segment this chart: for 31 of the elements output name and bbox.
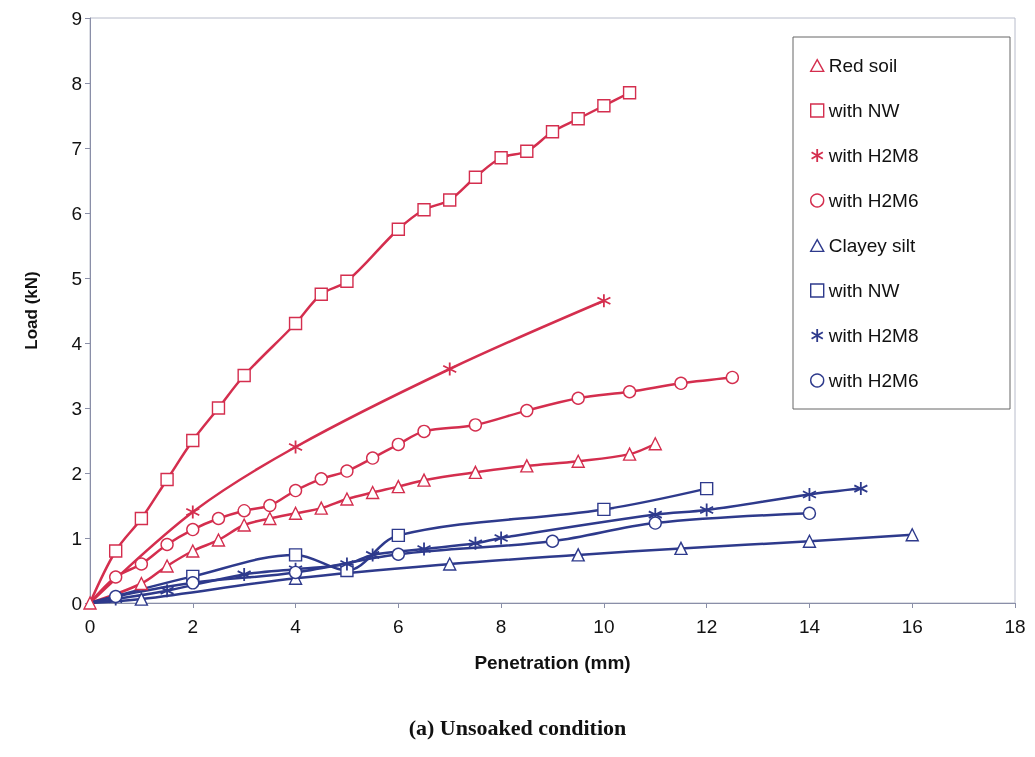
x-tick-label: 4 <box>290 616 302 637</box>
x-tick-label: 16 <box>901 616 923 637</box>
x-tick-label: 0 <box>84 616 96 637</box>
x-tick-label: 10 <box>593 616 615 637</box>
x-tick-label: 14 <box>798 616 821 637</box>
text: (a) Unsoaked condition <box>408 714 627 740</box>
y-tick-label: 7 <box>71 137 82 159</box>
x-tick-label: 8 <box>495 616 507 637</box>
y-axis-title: Load (kN) <box>22 271 41 350</box>
x-tick-label: 2 <box>187 616 199 637</box>
legend-label: with NW <box>827 280 900 301</box>
y-tick-label: 4 <box>71 332 83 354</box>
y-tick-label: 3 <box>71 397 82 419</box>
legend-label: Red soil <box>828 55 898 76</box>
y-tick-label: 8 <box>71 72 82 94</box>
x-axis-title: Penetration (mm) <box>474 652 631 673</box>
x-tick-label: 12 <box>696 616 718 637</box>
legend-label: with H2M8 <box>827 145 919 166</box>
x-tick-label: 6 <box>393 616 404 637</box>
legend-label: with H2M6 <box>827 370 919 391</box>
y-tick-label: 1 <box>71 527 82 549</box>
x-tick-label: 18 <box>1004 616 1026 637</box>
y-tick-label: 0 <box>71 592 82 614</box>
legend-label: with NW <box>827 100 900 121</box>
legend-label: with H2M6 <box>827 190 919 211</box>
y-tick-label: 9 <box>71 7 82 29</box>
legend-label: Clayey silt <box>828 235 916 256</box>
y-tick-label: 5 <box>71 267 82 289</box>
legend-label: with H2M8 <box>827 325 919 346</box>
y-tick-label: 2 <box>71 462 82 484</box>
y-tick-label: 6 <box>71 202 82 224</box>
